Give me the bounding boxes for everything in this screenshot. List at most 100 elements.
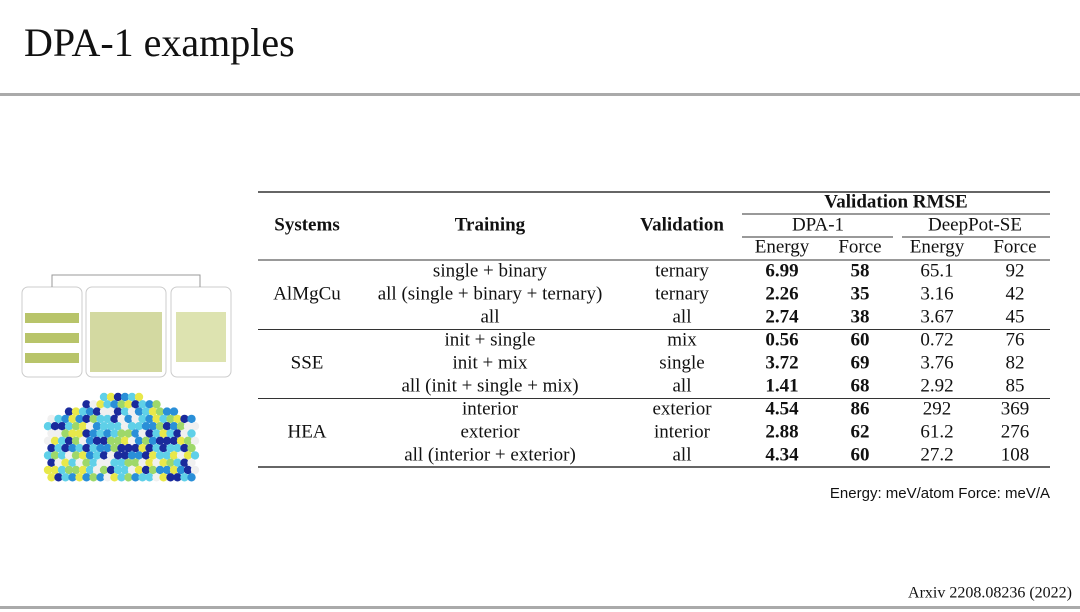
atom [78, 407, 88, 416]
atom [64, 465, 74, 475]
table-cell: 58 [851, 260, 870, 281]
atom [117, 400, 126, 409]
atom [96, 443, 105, 453]
table-cell: 0.72 [920, 329, 953, 350]
atom [127, 407, 137, 416]
atom [187, 458, 196, 467]
atom [50, 451, 60, 460]
atom [152, 429, 161, 438]
atom [148, 422, 158, 431]
atom [103, 458, 112, 467]
atom [141, 422, 151, 431]
footer-rule [0, 606, 1080, 609]
table-cell: exterior [652, 398, 712, 419]
table-cell: 61.2 [920, 421, 953, 442]
atom [120, 465, 130, 475]
atom [155, 422, 165, 431]
atom [117, 443, 126, 453]
header-cell: DeepPot-SE [928, 214, 1022, 235]
table-cell: 62 [851, 421, 870, 442]
atom [166, 443, 175, 453]
atom [57, 422, 67, 431]
table-cell: single [659, 352, 704, 373]
atom [131, 443, 140, 453]
table-cell: interior [462, 398, 519, 419]
table-cell: all [673, 306, 692, 327]
table-cell: 27.2 [920, 444, 953, 465]
atom [138, 473, 147, 482]
atom [120, 392, 130, 402]
table-cell: 292 [923, 398, 952, 419]
atom [92, 407, 102, 416]
atom [190, 436, 200, 445]
atom [99, 465, 109, 475]
table-cell: 45 [1006, 306, 1025, 327]
atom [162, 422, 172, 431]
atom [180, 429, 189, 438]
results-table: Validation RMSE Systems Training Validation… [258, 191, 1050, 468]
atom [71, 436, 81, 445]
table-cell: all (single + binary + ternary) [378, 283, 603, 304]
atom [68, 414, 77, 424]
atom [148, 407, 158, 416]
table-cell: 92 [1006, 260, 1025, 281]
atom [113, 436, 123, 445]
atom [75, 414, 84, 424]
table-cell: single + binary [433, 260, 548, 281]
atom [131, 400, 140, 409]
atom [75, 429, 84, 438]
atom [50, 422, 60, 431]
atom [180, 473, 189, 482]
atom [110, 473, 119, 482]
atom [148, 436, 158, 445]
atom [92, 451, 102, 460]
table-cell: 369 [1001, 398, 1030, 419]
atom [176, 451, 186, 460]
header-cell: Training [455, 214, 526, 235]
atom [68, 429, 77, 438]
atom [183, 465, 193, 475]
table-cell: 108 [1001, 444, 1030, 465]
atom [183, 422, 193, 431]
atom [61, 429, 70, 438]
table-cell: ternary [655, 260, 709, 281]
atom [145, 400, 154, 409]
atom [54, 429, 63, 438]
table-cell: init + mix [452, 352, 528, 373]
atom [187, 414, 196, 424]
atom [141, 436, 151, 445]
atom [173, 414, 182, 424]
atom [113, 407, 123, 416]
atom [106, 422, 116, 431]
header-cell: Energy [755, 236, 810, 257]
atom [131, 458, 140, 467]
atom [131, 429, 140, 438]
atom [141, 451, 151, 460]
atom [180, 458, 189, 467]
atom [145, 473, 154, 482]
atom [159, 473, 168, 482]
atom [169, 451, 179, 460]
atom [127, 392, 137, 402]
table-cell: 65.1 [920, 260, 953, 281]
table-cell: all [481, 306, 500, 327]
citation: Arxiv 2208.08236 (2022) [908, 585, 1072, 602]
header-cell: Validation [640, 214, 724, 235]
atom [131, 414, 140, 424]
atom [134, 407, 144, 416]
atom [120, 451, 130, 460]
atom [124, 429, 133, 438]
atom [99, 436, 109, 445]
atom [57, 465, 67, 475]
table-cell: init + single [445, 329, 536, 350]
atom [78, 465, 88, 475]
atom [166, 458, 175, 467]
atom [155, 436, 165, 445]
atom [92, 465, 102, 475]
atom [57, 451, 67, 460]
table-cell: 3.76 [920, 352, 953, 373]
atom [57, 436, 67, 445]
atom [180, 414, 189, 424]
atom [99, 451, 109, 460]
